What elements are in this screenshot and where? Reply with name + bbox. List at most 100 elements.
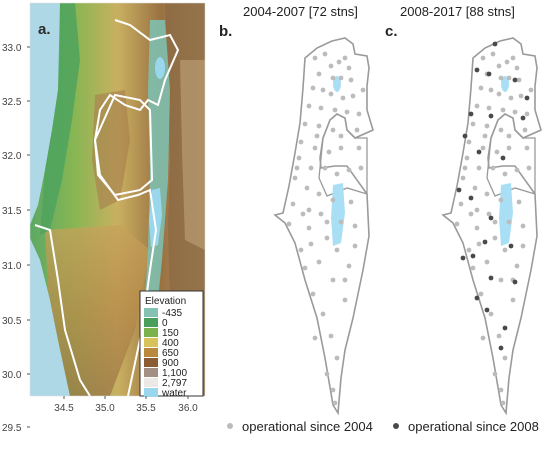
legend-entry-label: 1,100 [162, 368, 187, 379]
station-2004 [514, 167, 520, 173]
station-2004 [342, 297, 348, 303]
station-2004 [484, 123, 490, 129]
station-2004 [486, 211, 492, 217]
station-2008 [486, 71, 492, 77]
station-2004 [332, 107, 338, 113]
station-2004 [498, 387, 504, 393]
y-tick-label: 33.0 [2, 43, 22, 54]
station-2004 [308, 165, 314, 171]
panel-b-title: 2004-2007 [72 stns] [243, 4, 358, 19]
station-2004 [318, 105, 324, 111]
station-2004 [306, 207, 312, 213]
legend-entry-label: 400 [162, 338, 179, 349]
station-2004 [520, 243, 526, 249]
west-bank-outline [318, 113, 368, 197]
station-2004 [330, 197, 336, 203]
station-2004 [474, 103, 480, 109]
station-2008 [520, 115, 526, 121]
station-2004 [352, 223, 358, 229]
station-2004 [476, 241, 482, 247]
station-2004 [514, 65, 520, 71]
legend-swatch [144, 358, 158, 367]
dead-sea [331, 183, 345, 246]
station-2008 [470, 253, 476, 259]
station-2004 [286, 221, 292, 227]
panel-c-title: 2008-2017 [88 stns] [400, 4, 515, 19]
station-2004 [462, 165, 468, 171]
legend-title: Elevation [145, 296, 186, 307]
station-2004 [316, 259, 322, 265]
station-2004 [474, 207, 480, 213]
station-2004 [506, 133, 512, 139]
station-2004 [328, 63, 334, 69]
y-tick-label: 31.5 [2, 206, 22, 217]
station-2004 [482, 133, 488, 139]
station-2004 [498, 197, 504, 203]
station-2004 [500, 400, 506, 406]
station-2004 [516, 199, 522, 205]
station-2004 [498, 127, 504, 133]
legend-entry-label: water [161, 388, 187, 399]
country-outline-b [273, 37, 374, 416]
station-2004 [312, 145, 318, 151]
station-2008 [456, 187, 462, 193]
elevation-map-panel: a. Elevation -43501504006509001,1002,797… [2, 2, 206, 434]
station-2004 [496, 91, 502, 97]
station-2004 [496, 63, 502, 69]
station-2004 [342, 55, 348, 61]
station-2004 [470, 121, 476, 127]
station-2004 [526, 165, 532, 171]
station-2004 [458, 201, 464, 207]
station-2004 [518, 93, 524, 99]
y-axis: 33.0 32.5 32.0 31.5 31.0 30.5 30.0 29.5 [2, 43, 30, 434]
station-2004 [338, 75, 344, 81]
station-2008 [460, 255, 466, 261]
x-tick-label: 36.0 [178, 403, 198, 414]
station-2004 [490, 51, 496, 57]
station-2004 [506, 219, 512, 225]
station-2004 [492, 235, 498, 241]
station-2004 [328, 91, 334, 97]
station-2008 [468, 111, 474, 117]
station-2004 [324, 219, 330, 225]
station-2004 [338, 219, 344, 225]
station-2004 [316, 71, 322, 77]
station-2004 [324, 235, 330, 241]
station-2004 [292, 175, 298, 181]
station-2008 [524, 95, 530, 101]
station-2004 [354, 127, 360, 133]
y-tick-label: 31.0 [2, 261, 22, 272]
station-2004 [478, 85, 484, 91]
station-2004 [470, 265, 476, 271]
station-2004 [302, 121, 308, 127]
y-tick-label: 30.0 [2, 370, 22, 381]
station-2004 [356, 145, 362, 151]
station-2004 [352, 243, 358, 249]
legend-swatch [144, 368, 158, 377]
station-2004 [346, 167, 352, 173]
legend-swatch [144, 318, 158, 327]
legend-entry-label: 650 [162, 348, 179, 359]
station-2004 [494, 149, 500, 155]
station-2004 [492, 371, 498, 377]
dead-sea [499, 183, 513, 246]
station-2004 [314, 133, 320, 139]
station-2004 [340, 95, 346, 101]
legend-label-2008: operational since 2008 [408, 419, 539, 434]
station-2004 [304, 185, 310, 191]
station-2004 [454, 221, 460, 227]
country-outline [273, 37, 374, 416]
station-2004 [522, 127, 528, 133]
station-2004 [500, 107, 506, 113]
legend-swatch [144, 348, 158, 357]
station-2004 [472, 185, 478, 191]
station-2004 [524, 111, 530, 117]
station-2004 [310, 291, 316, 297]
station-2004 [488, 311, 494, 317]
x-tick-label: 34.5 [54, 403, 74, 414]
station-2004 [356, 111, 362, 117]
station-2004 [290, 201, 296, 207]
station-2004 [502, 171, 508, 177]
legend-entry-label: 900 [162, 358, 179, 369]
